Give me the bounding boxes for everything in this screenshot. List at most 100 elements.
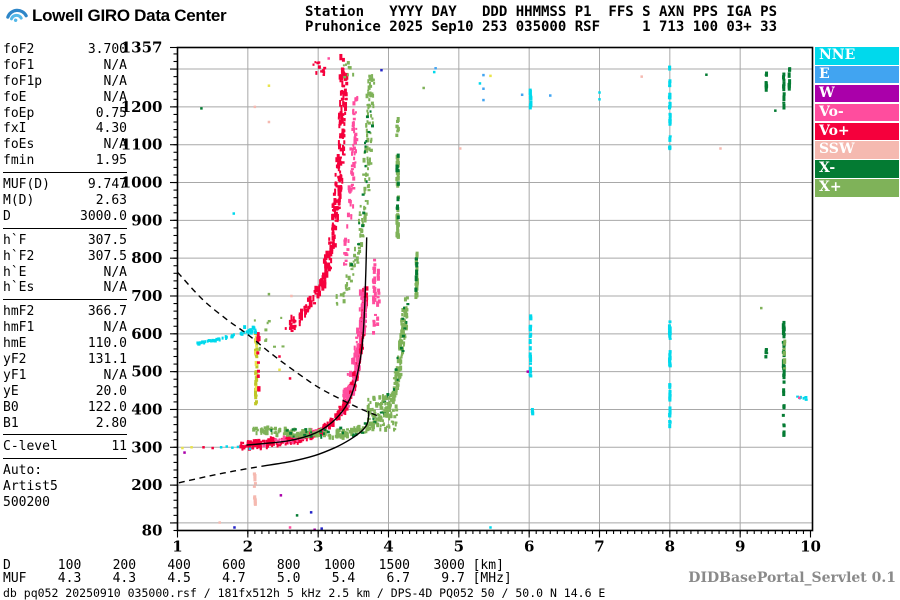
param-row-yf2: yF2 131.1 — [3, 352, 127, 368]
param-row-c-level: C-level 11 — [3, 439, 127, 455]
param-value: 2.63 — [95, 193, 127, 209]
param-row-foe: foE N/A — [3, 90, 127, 106]
echo-points — [181, 53, 808, 531]
param-row-hme: hmE 110.0 — [3, 336, 127, 352]
param-label: yE — [3, 383, 19, 399]
param-separator — [3, 299, 127, 301]
scaled-curves — [176, 237, 379, 484]
param-row-d: D 3000.0 — [3, 209, 127, 225]
param-label: C-level — [3, 439, 58, 455]
param-value: N/A — [103, 73, 127, 89]
param-label: MUF(D) — [3, 177, 50, 193]
x-axis-label-10: 10 — [800, 538, 821, 556]
legend-item-vo: Vo- — [815, 103, 899, 122]
x-axis-label-8: 8 — [665, 538, 675, 556]
param-label: D — [3, 208, 11, 224]
legend-item-w: W — [815, 84, 899, 103]
x-axis-label-9: 9 — [735, 538, 745, 556]
param-label: foF2 — [3, 42, 35, 57]
param-row-fmin: fmin 1.95 — [3, 153, 127, 169]
param-row-foes: foEs N/A — [3, 137, 127, 153]
param-separator — [3, 458, 127, 460]
param-value: 2.80 — [95, 415, 127, 431]
auto-scaler-line-1: Artist5 — [3, 479, 58, 495]
param-value: 4.30 — [95, 121, 127, 137]
param-row-ye: yE 20.0 — [3, 384, 127, 400]
param-row-b1: B1 2.80 — [3, 416, 127, 432]
x-axis-label-2: 2 — [243, 538, 253, 556]
legend-item-nne: NNE — [815, 47, 899, 65]
grid — [177, 47, 813, 531]
legend-item-vo: Vo+ — [815, 122, 899, 141]
param-value: 20.0 — [95, 383, 127, 399]
param-value: N/A — [103, 264, 127, 280]
param-separator — [3, 172, 127, 174]
param-label: foEp — [3, 105, 35, 121]
param-label: fxI — [3, 121, 27, 137]
param-row-fof1p: foF1p N/A — [3, 74, 127, 90]
station-header-values: Pruhonice 2025 Sep10 253 035000 RSF 1 71… — [305, 19, 778, 35]
param-label: h`E — [3, 264, 27, 280]
curve-fitted-o-trace — [246, 237, 368, 446]
x-axis-label-1: 1 — [172, 538, 182, 556]
x-axis-label-5: 5 — [454, 538, 464, 556]
y-axis-label-1000: 1000 — [121, 174, 163, 192]
x-axis-label-3: 3 — [313, 538, 323, 556]
x-axis-label-4: 4 — [383, 538, 393, 556]
param-row-yf1: yF1 N/A — [3, 368, 127, 384]
param-label: hmE — [3, 336, 27, 352]
giro-waves-icon — [6, 8, 28, 22]
param-value: 9.747 — [87, 177, 127, 193]
param-value: 307.5 — [87, 232, 127, 248]
curve-true-height-profile — [261, 410, 370, 467]
y-axis-label-700: 700 — [131, 287, 162, 305]
y-axis-label-400: 400 — [131, 400, 162, 418]
y-axis-label-200: 200 — [131, 476, 162, 494]
param-value: 3.700 — [87, 42, 127, 57]
station-header-labels: Station YYYY DAY DDD HHMMSS P1 FFS S AXN… — [305, 4, 778, 20]
logo-text: Lowell GIRO Data Center — [32, 6, 227, 25]
y-axis-label-300: 300 — [131, 438, 162, 456]
param-label: h`F2 — [3, 248, 35, 264]
footer-distance-row: D 100 200 400 600 800 1000 1500 3000 [km… — [3, 558, 504, 573]
param-row-fof2: foF2 3.700 — [3, 42, 127, 58]
plot-frame — [176, 46, 814, 532]
param-label: yF1 — [3, 367, 27, 383]
y-axis-label-1200: 1200 — [121, 98, 163, 116]
legend: NNE E W Vo- Vo+ SSW X- X+ — [815, 47, 899, 198]
param-row-muf-d-: MUF(D) 9.747 — [3, 177, 127, 193]
param-label: fmin — [3, 153, 35, 169]
param-value: 1.95 — [95, 153, 127, 169]
param-label: B0 — [3, 399, 19, 415]
y-axis-label-500: 500 — [131, 363, 162, 381]
param-separator — [3, 227, 127, 229]
param-value: 3000.0 — [80, 208, 127, 224]
param-label: foE — [3, 89, 27, 105]
footer-file-info-row: db pq052 20250910 035000.rsf / 181fx512h… — [3, 586, 606, 600]
param-value: N/A — [103, 320, 127, 336]
param-label: foEs — [3, 137, 35, 153]
param-row-m-d-: M(D) 2.63 — [3, 193, 127, 209]
param-value: 110.0 — [87, 336, 127, 352]
legend-item-x: X+ — [815, 179, 899, 197]
servlet-version-label: DIDBasePortal_Servlet 0.1 — [688, 570, 896, 586]
y-axis-label-900: 900 — [131, 211, 162, 229]
param-value: 307.5 — [87, 248, 127, 264]
x-axis-label-7: 7 — [594, 538, 604, 556]
param-value: 366.7 — [87, 304, 127, 320]
auto-scaler-line-0: Auto: — [3, 463, 43, 479]
param-value: 0.75 — [95, 105, 127, 121]
param-label: foF1 — [3, 57, 35, 73]
param-value: 122.0 — [87, 399, 127, 415]
param-row-h-e: h`E N/A — [3, 265, 127, 281]
param-row-b0: B0 122.0 — [3, 400, 127, 416]
y-axis-label-1357: 1357 — [121, 39, 163, 57]
parameter-panel: foF2 3.700 foF1 N/A foF1p N/A foE N/A foEp 0.75 fx… — [3, 42, 127, 511]
param-row-h-f: h`F 307.5 — [3, 233, 127, 249]
station-header: Station YYYY DAY DDD HHMMSS P1 FFS S AXN… — [305, 5, 777, 35]
param-value: N/A — [103, 57, 127, 73]
param-row-hmf1: hmF1 N/A — [3, 320, 127, 336]
curve-profile-extrapolated — [178, 465, 263, 484]
param-value: N/A — [103, 367, 127, 383]
